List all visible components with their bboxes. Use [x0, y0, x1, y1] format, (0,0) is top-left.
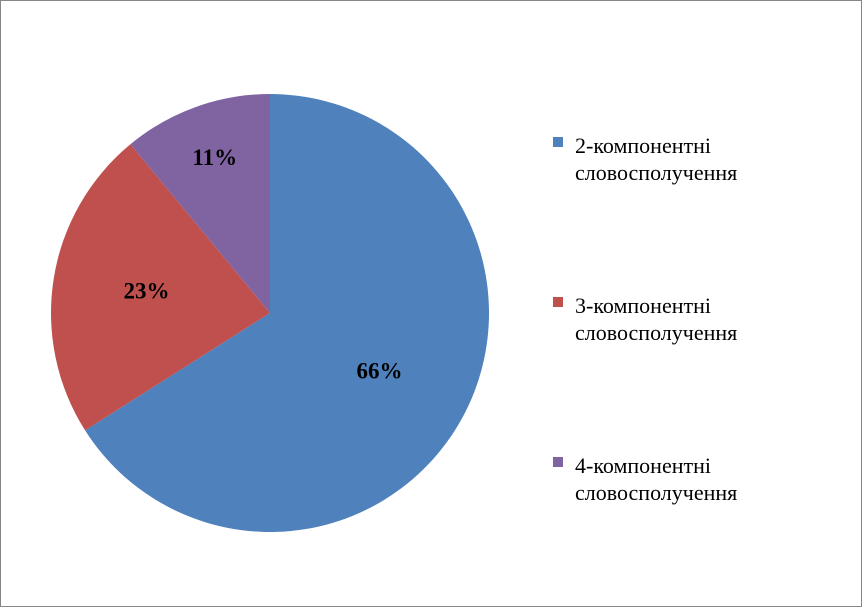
legend-swatch [553, 297, 563, 307]
legend-label: 3-компонентні словосполучення [575, 293, 738, 345]
legend-swatch [553, 457, 563, 467]
data-label: 23% [124, 279, 170, 304]
pie-slice [130, 94, 270, 313]
legend-swatch [553, 137, 563, 147]
pie-slice [51, 144, 271, 431]
data-label: 66% [357, 359, 403, 384]
data-label: 11% [192, 145, 237, 170]
legend-label: 2-компонентні словосполучення [575, 133, 738, 185]
pie-slice [85, 94, 489, 532]
legend-label: 4-компонентні словосполучення [575, 453, 738, 505]
